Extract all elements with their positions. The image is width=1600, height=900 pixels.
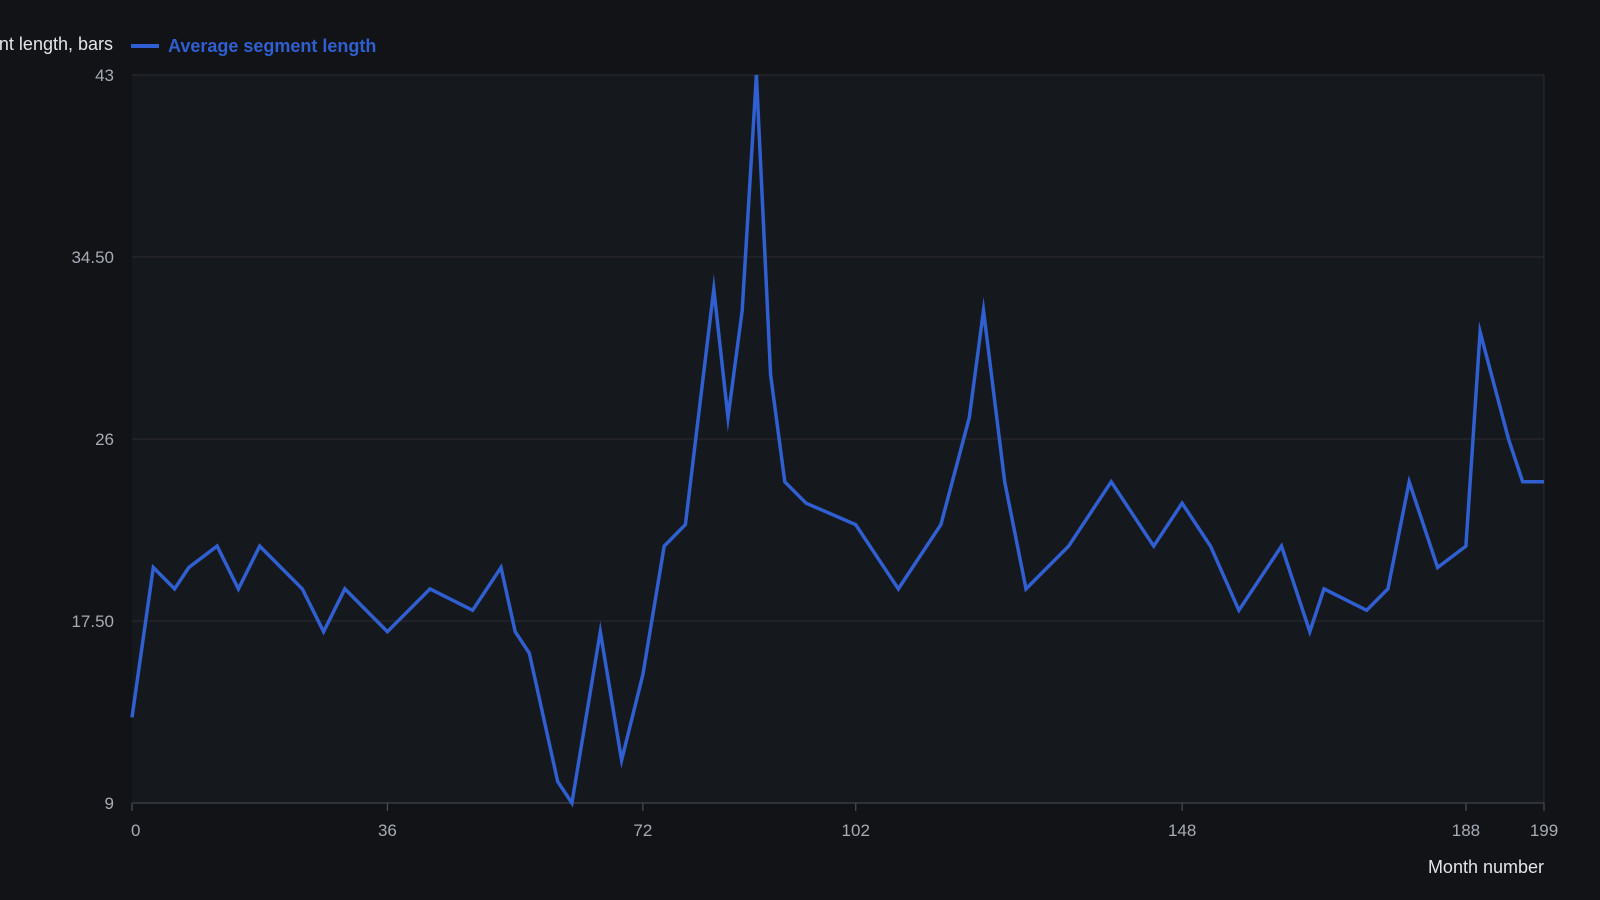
series-group bbox=[130, 74, 1544, 808]
y-axis-title: Average segment length, bars bbox=[0, 34, 113, 54]
y-tick-label: 9 bbox=[105, 794, 114, 813]
x-tick-label: 36 bbox=[378, 821, 397, 840]
x-tick-label: 188 bbox=[1452, 821, 1480, 840]
x-tick-label: 72 bbox=[633, 821, 652, 840]
y-tick-label: 34.50 bbox=[71, 248, 114, 267]
legend-label: Average segment length bbox=[168, 36, 376, 56]
x-axis-ticks: 0 36 72 102 148 188 199 bbox=[131, 803, 1558, 840]
x-tick-label: 102 bbox=[842, 821, 870, 840]
y-axis-ticks: 9 17.50 26 34.50 43 bbox=[71, 66, 114, 813]
series-line bbox=[130, 74, 1544, 808]
x-axis-title: Month number bbox=[1428, 857, 1544, 877]
x-tick-label: 148 bbox=[1168, 821, 1196, 840]
legend: Average segment length, bars Average seg… bbox=[0, 34, 376, 56]
x-tick-label: 199 bbox=[1530, 821, 1558, 840]
y-tick-label: 26 bbox=[95, 430, 114, 449]
y-tick-label: 17.50 bbox=[71, 612, 114, 631]
x-tick-label: 0 bbox=[131, 821, 140, 840]
y-tick-label: 43 bbox=[95, 66, 114, 85]
